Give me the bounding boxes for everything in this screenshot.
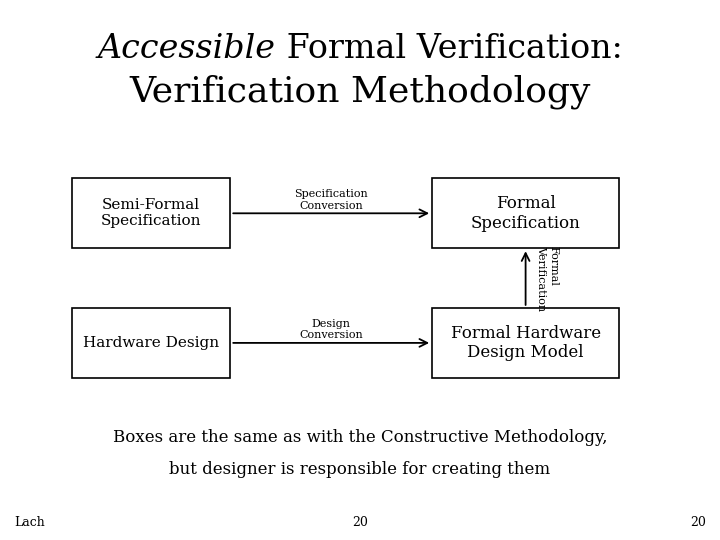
Text: 20: 20 bbox=[352, 516, 368, 529]
Text: Hardware Design: Hardware Design bbox=[83, 336, 220, 350]
FancyBboxPatch shape bbox=[72, 178, 230, 248]
FancyBboxPatch shape bbox=[72, 308, 230, 378]
Text: Formal Verification:: Formal Verification: bbox=[0, 32, 347, 65]
Text: Lach: Lach bbox=[14, 516, 45, 529]
Text: Formal Hardware
Design Model: Formal Hardware Design Model bbox=[451, 325, 600, 361]
FancyBboxPatch shape bbox=[432, 308, 619, 378]
Text: Accessible: Accessible bbox=[98, 32, 276, 65]
Text: Formal
Specification: Formal Specification bbox=[471, 195, 580, 232]
Text: Verification Methodology: Verification Methodology bbox=[130, 75, 590, 109]
Text: 20: 20 bbox=[690, 516, 706, 529]
Text: Specification
Conversion: Specification Conversion bbox=[294, 189, 368, 211]
Text: Formal
Verification: Formal Verification bbox=[536, 246, 558, 310]
Text: but designer is responsible for creating them: but designer is responsible for creating… bbox=[169, 461, 551, 478]
Text: Accessible Formal Verification:: Accessible Formal Verification: bbox=[98, 32, 622, 65]
Text: Accessible: Accessible bbox=[0, 32, 178, 65]
FancyBboxPatch shape bbox=[432, 178, 619, 248]
Text: Formal Verification:: Formal Verification: bbox=[276, 32, 622, 65]
Text: Boxes are the same as with the Constructive Methodology,: Boxes are the same as with the Construct… bbox=[113, 429, 607, 446]
Text: Semi-Formal
Specification: Semi-Formal Specification bbox=[101, 198, 202, 228]
Text: Design
Conversion: Design Conversion bbox=[300, 319, 363, 340]
